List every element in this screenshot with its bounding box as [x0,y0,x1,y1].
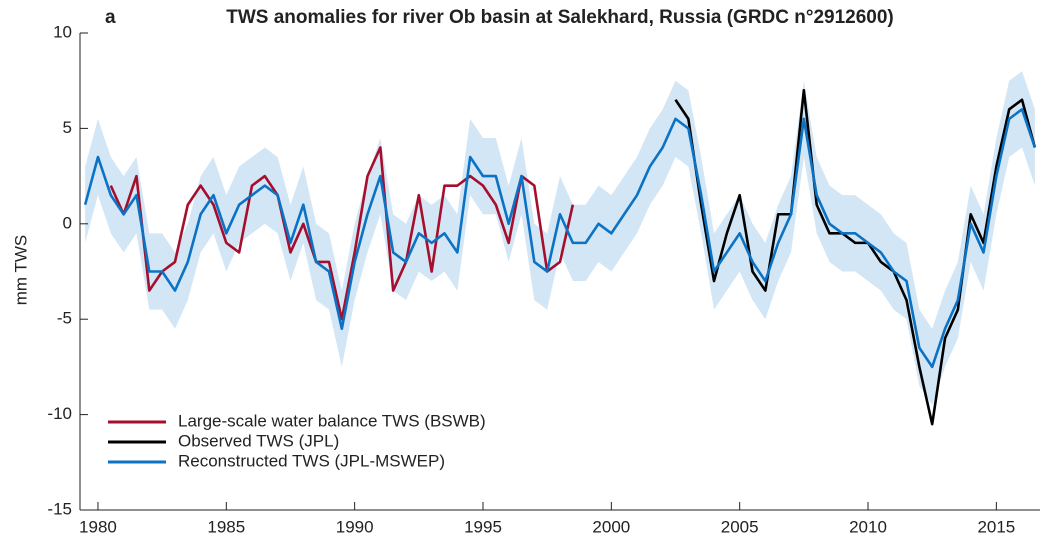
x-tick-label: 1995 [464,517,502,536]
y-tick-label: 5 [63,118,72,137]
x-tick-label: 1980 [79,517,117,536]
series-line [83,108,1037,369]
x-tick-label: 2015 [977,517,1015,536]
y-tick-label: 0 [63,213,72,232]
legend-label: Observed TWS (JPL) [178,431,339,450]
x-tick-label: 2010 [849,517,887,536]
y-tick-label: -15 [47,499,72,518]
panel-label: a [105,7,116,28]
y-tick-label: 10 [53,22,72,41]
series-line [109,146,575,321]
chart-title: TWS anomalies for river Ob basin at Sale… [226,7,894,28]
y-tick-label: -10 [47,404,72,423]
uncertainty-band [85,71,1035,406]
y-axis-label: mm TWS [11,235,30,306]
x-tick-label: 2005 [721,517,759,536]
x-tick-label: 1990 [336,517,374,536]
x-tick-label: 2000 [592,517,630,536]
x-tick-label: 1985 [207,517,245,536]
y-tick-label: -5 [57,309,72,328]
legend-label: Reconstructed TWS (JPL-MSWEP) [178,451,445,470]
legend-label: Large-scale water balance TWS (BSWB) [178,411,486,430]
series-line [674,88,1037,426]
